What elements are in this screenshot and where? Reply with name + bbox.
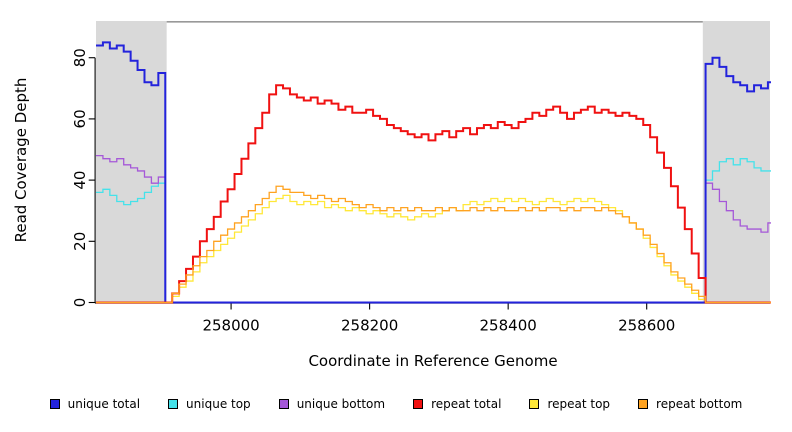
repeat-top-swatch-icon bbox=[529, 399, 540, 409]
y-tick-label: 20 bbox=[71, 232, 89, 251]
series-group bbox=[96, 41, 771, 304]
legend-item-repeat-total: repeat total bbox=[413, 397, 501, 411]
legend-item-repeat-top: repeat top bbox=[529, 397, 610, 411]
legend-label: unique total bbox=[67, 397, 141, 411]
series-line-unique-total bbox=[96, 41, 771, 304]
legend-item-repeat-bottom: repeat bottom bbox=[638, 397, 742, 411]
series-line-unique-bottom bbox=[96, 154, 771, 304]
series-line-repeat-total bbox=[96, 84, 771, 304]
unique-total-swatch-icon bbox=[49, 399, 60, 409]
x-tick-label: 258200 bbox=[341, 317, 398, 335]
legend-label: repeat top bbox=[547, 397, 611, 411]
repeat-total-swatch-icon bbox=[413, 399, 424, 409]
legend-label: repeat total bbox=[431, 397, 502, 411]
y-tick-label: 40 bbox=[71, 171, 89, 190]
unique-bottom-swatch-icon bbox=[278, 399, 289, 409]
legend: unique total unique top unique bottom re… bbox=[0, 397, 792, 411]
legend-label: repeat bottom bbox=[656, 397, 743, 411]
legend-item-unique-total: unique total bbox=[49, 397, 141, 411]
y-tick-label: 80 bbox=[71, 48, 89, 67]
repeat-bottom-swatch-icon bbox=[638, 399, 649, 409]
unique-flank-region bbox=[702, 21, 770, 303]
series-line-repeat-bottom bbox=[96, 185, 771, 304]
series-line-repeat-top bbox=[96, 194, 771, 304]
legend-item-unique-bottom: unique bottom bbox=[278, 397, 386, 411]
unique-flank-region bbox=[96, 21, 167, 303]
series-line-unique-top bbox=[96, 158, 771, 304]
legend-label: unique top bbox=[186, 397, 251, 411]
y-tick-label: 60 bbox=[71, 109, 89, 128]
legend-item-unique-top: unique top bbox=[168, 397, 251, 411]
x-tick-label: 258000 bbox=[202, 317, 259, 335]
y-tick-label: 0 bbox=[71, 298, 89, 308]
legend-label: unique bottom bbox=[296, 397, 386, 411]
x-tick-label: 258400 bbox=[480, 317, 537, 335]
unique-top-swatch-icon bbox=[168, 399, 179, 409]
x-tick-label: 258600 bbox=[618, 317, 675, 335]
y-axis-title: Read Coverage Depth bbox=[12, 77, 30, 243]
x-axis-title: Coordinate in Reference Genome bbox=[308, 352, 558, 370]
